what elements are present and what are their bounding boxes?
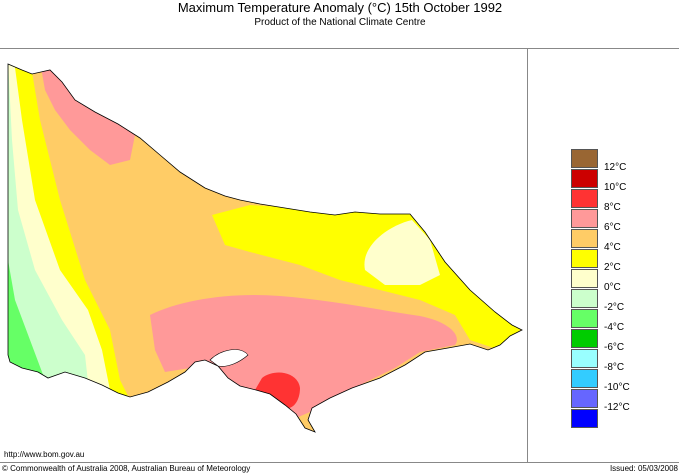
legend-label: -6°C [604,342,625,353]
band-8-10 [255,372,300,409]
legend-swatch [571,389,598,408]
anomaly-fill [8,64,522,432]
victoria-anomaly-map [7,63,523,433]
legend-swatch [571,309,598,328]
legend-swatch [571,189,598,208]
legend-label: 4°C [604,242,621,253]
legend-swatch [571,149,598,168]
map-subtitle: Product of the National Climate Centre [254,17,426,28]
legend-label: -2°C [604,302,625,313]
map-frame [0,48,679,463]
legend-swatch [571,269,598,288]
issued-date: Issued: 05/03/2008 [609,464,678,473]
legend-swatch [571,349,598,368]
legend-label: 6°C [604,222,621,233]
website-url[interactable]: http://www.bom.gov.au [4,450,85,459]
legend-swatch [571,229,598,248]
band-0-2-east [364,220,440,285]
frame-divider [527,48,528,462]
legend-label: -8°C [604,362,625,373]
legend-label: 0°C [604,282,621,293]
port-phillip-bay [209,349,249,367]
legend-label: -4°C [604,322,625,333]
legend-label: -10°C [604,382,630,393]
band-6-8-north [40,64,135,165]
legend-swatch [571,329,598,348]
legend-swatch [571,409,598,428]
legend-label: 12°C [604,162,627,173]
legend-swatch [571,249,598,268]
band-6-8-south [150,294,457,418]
copyright: © Commonwealth of Australia 2008, Austra… [2,464,251,473]
band-2-4-east [212,205,522,350]
state-outline [7,63,523,433]
legend-swatch [571,209,598,228]
legend-label: 8°C [604,202,621,213]
legend-label: -12°C [604,402,630,413]
band-minus2-0-west [8,64,90,400]
legend-label: 2°C [604,262,621,273]
legend-label: 10°C [604,182,627,193]
legend-swatch [571,369,598,388]
legend-swatch [571,289,598,308]
legend-swatch [571,169,598,188]
map-title: Maximum Temperature Anomaly (°C) 15th Oc… [177,0,503,15]
